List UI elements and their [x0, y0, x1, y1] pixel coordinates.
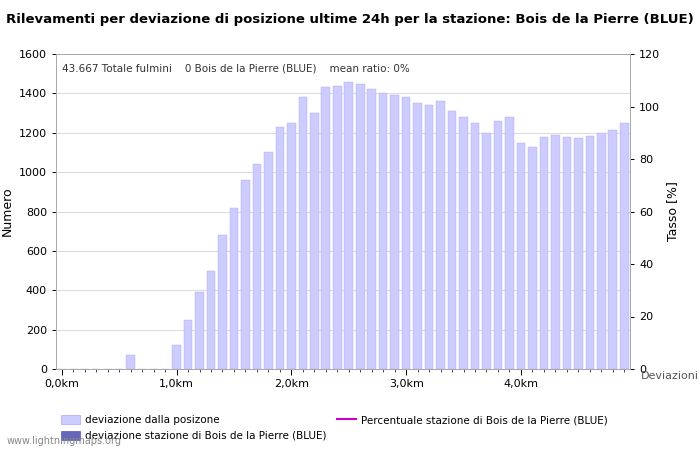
- Bar: [195, 292, 204, 369]
- Bar: [379, 94, 388, 369]
- Bar: [356, 84, 365, 369]
- Bar: [563, 137, 571, 369]
- Bar: [585, 136, 594, 369]
- Bar: [528, 147, 537, 369]
- Bar: [206, 270, 216, 369]
- Bar: [425, 105, 433, 369]
- Bar: [551, 135, 560, 369]
- Bar: [183, 320, 192, 369]
- Bar: [264, 153, 273, 369]
- Bar: [459, 117, 468, 369]
- Legend: deviazione dalla posizone, deviazione stazione di Bois de la Pierre (BLUE), Perc: deviazione dalla posizone, deviazione st…: [61, 415, 608, 441]
- Bar: [517, 143, 525, 369]
- Bar: [436, 101, 445, 369]
- Bar: [333, 86, 342, 369]
- Bar: [494, 121, 503, 369]
- Bar: [287, 123, 295, 369]
- Bar: [470, 123, 480, 369]
- Bar: [126, 355, 135, 369]
- Bar: [597, 133, 606, 369]
- Bar: [540, 137, 548, 369]
- Bar: [413, 103, 422, 369]
- Text: Rilevamenti per deviazione di posizione ultime 24h per la stazione: Bois de la P: Rilevamenti per deviazione di posizione …: [6, 14, 694, 27]
- Bar: [448, 111, 456, 369]
- Bar: [218, 235, 227, 369]
- Bar: [230, 207, 238, 369]
- Bar: [391, 95, 399, 369]
- Bar: [310, 113, 319, 369]
- Bar: [482, 133, 491, 369]
- Bar: [505, 117, 514, 369]
- Bar: [241, 180, 250, 369]
- Bar: [344, 81, 353, 369]
- Bar: [608, 130, 617, 369]
- Bar: [172, 346, 181, 369]
- Bar: [276, 127, 284, 369]
- Text: www.lightningmaps.org: www.lightningmaps.org: [7, 436, 122, 446]
- Bar: [574, 138, 582, 369]
- Text: Deviazioni: Deviazioni: [640, 371, 699, 381]
- Text: 43.667 Totale fulmini    0 Bois de la Pierre (BLUE)    mean ratio: 0%: 43.667 Totale fulmini 0 Bois de la Pierr…: [62, 63, 410, 73]
- Bar: [620, 123, 629, 369]
- Y-axis label: Tasso [%]: Tasso [%]: [666, 181, 679, 242]
- Bar: [368, 90, 376, 369]
- Bar: [253, 164, 261, 369]
- Bar: [321, 87, 330, 369]
- Y-axis label: Numero: Numero: [0, 187, 13, 236]
- Bar: [298, 97, 307, 369]
- Bar: [402, 97, 410, 369]
